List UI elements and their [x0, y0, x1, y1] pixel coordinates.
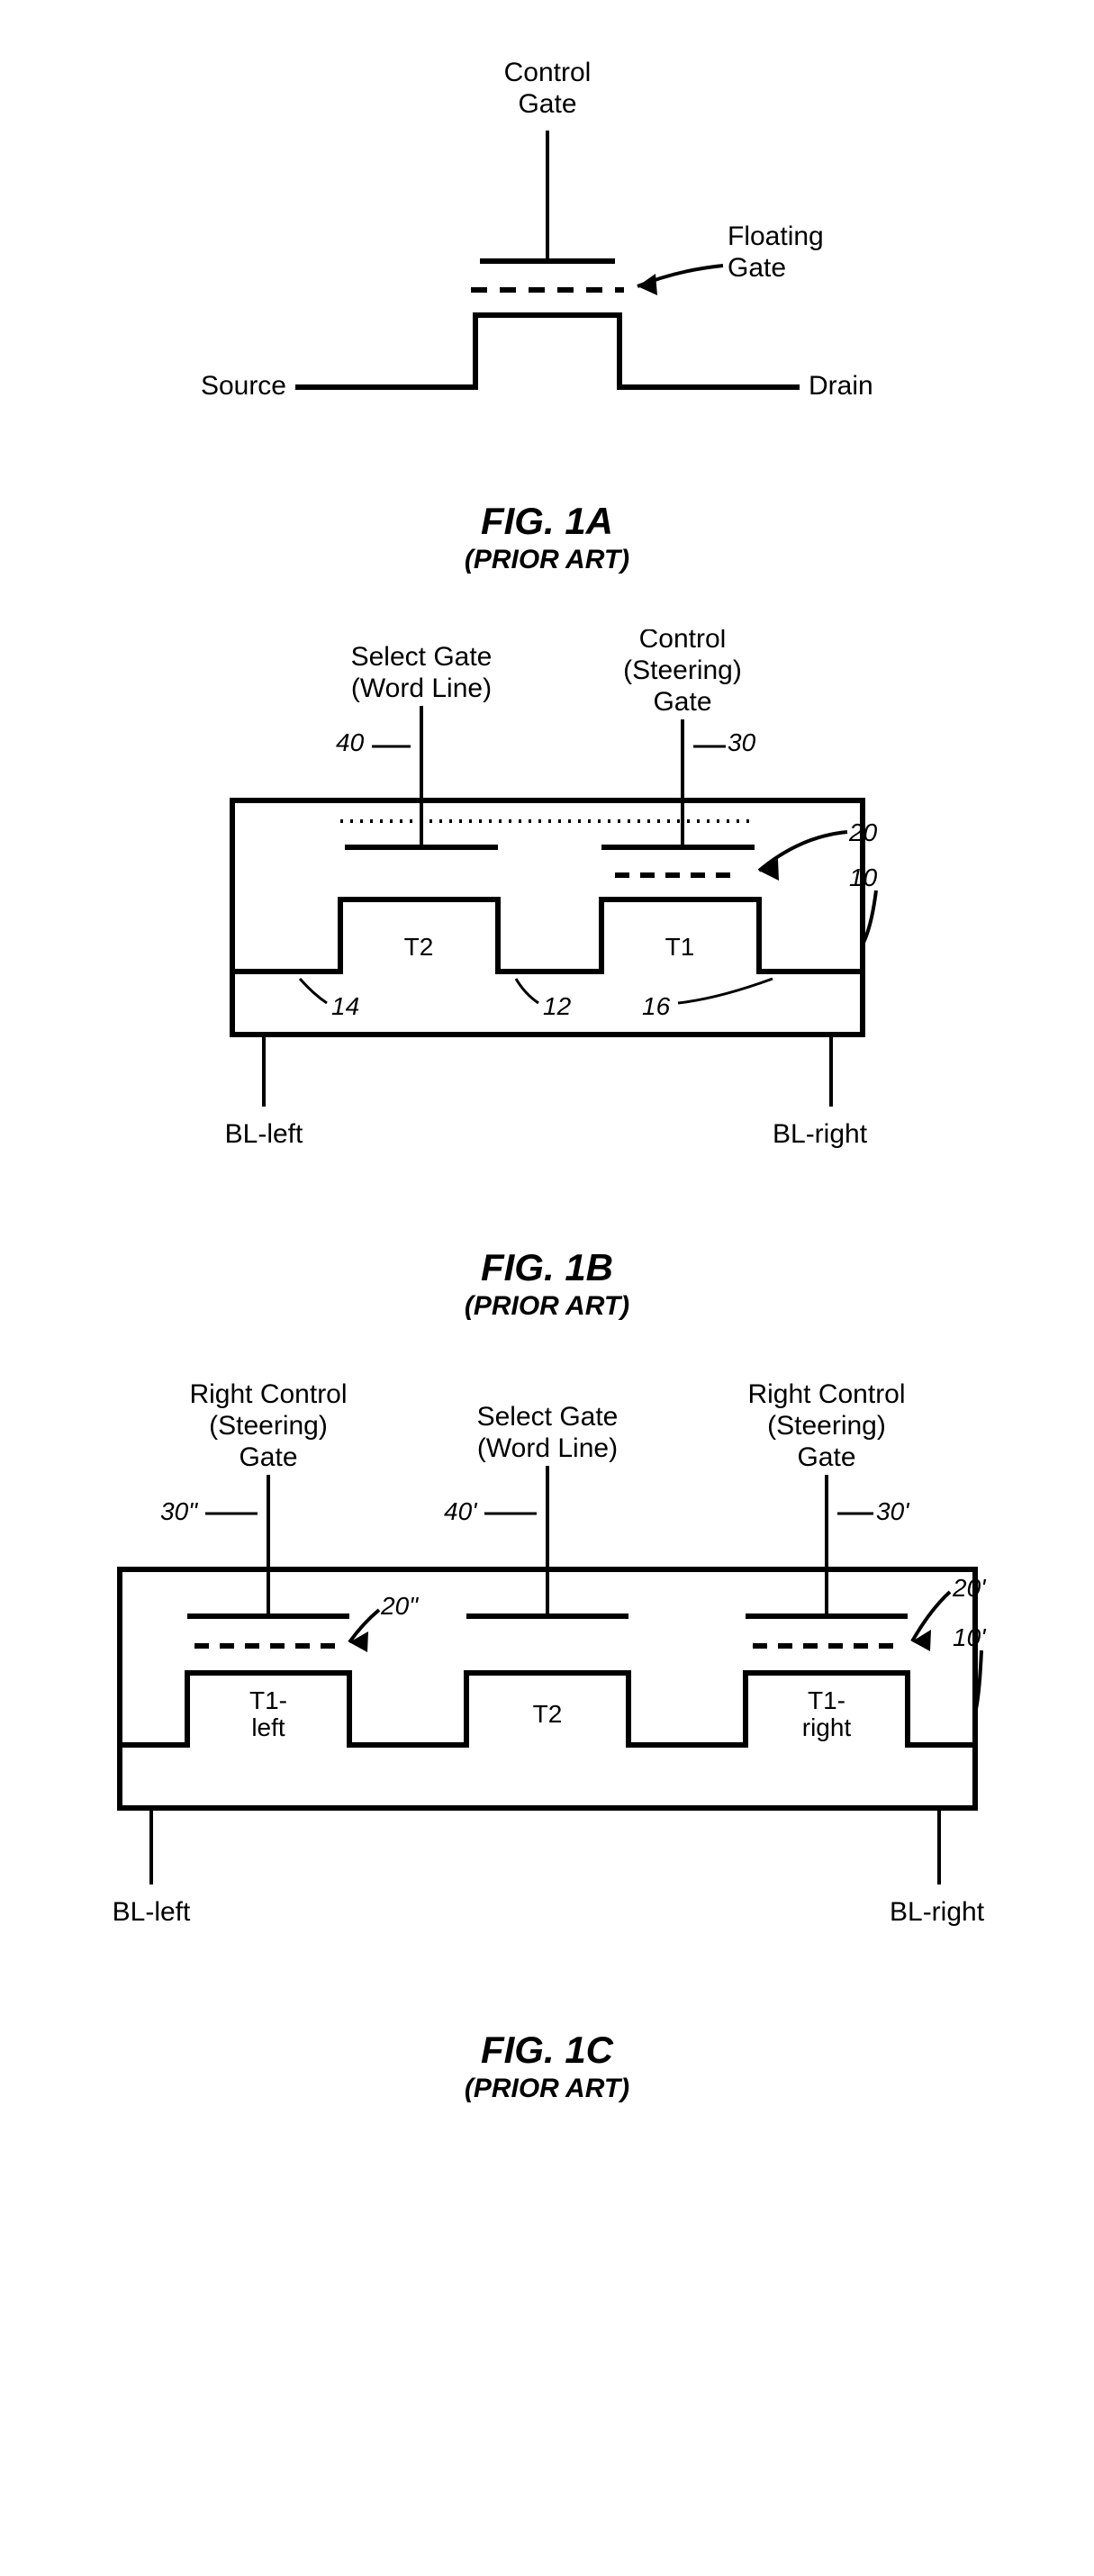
lbl-lc3: Gate — [239, 1442, 297, 1472]
num-14: 14 — [331, 992, 359, 1020]
lbl-cg3: Gate — [653, 687, 711, 717]
num-30d: 30' — [876, 1497, 910, 1525]
label-floating-gate-2: Gate — [728, 253, 786, 283]
lbl-t2c: T2 — [532, 1700, 562, 1728]
lbl-t1r1: T1- — [808, 1686, 845, 1714]
num-12: 12 — [543, 992, 572, 1020]
subcaption-1c: (PRIOR ART) — [70, 2074, 1025, 2104]
lbl-sg2: (Word Line) — [476, 1433, 617, 1463]
fig1b-svg: Select Gate (Word Line) Control (Steerin… — [142, 629, 953, 1224]
caption-1b: FIG. 1B — [142, 1246, 953, 1289]
num-30dd: 30" — [160, 1497, 198, 1525]
lead-14 — [300, 979, 327, 1003]
lbl-selgate1: Select Gate — [350, 642, 492, 672]
channel-b — [232, 899, 863, 972]
label-control-gate-1: Control — [503, 58, 591, 87]
lbl-blright-c: BL-right — [890, 1897, 985, 1927]
arrow20d-head — [912, 1630, 931, 1651]
lbl-rc1: Right Control — [747, 1379, 905, 1409]
num-40d: 40' — [444, 1497, 478, 1525]
fig1a-svg: Control Gate Floating Gate Source Drain — [178, 45, 917, 477]
label-control-gate-2: Gate — [518, 89, 576, 119]
lbl-blleft-c: BL-left — [112, 1897, 190, 1927]
caption-1a: FIG. 1A — [178, 500, 917, 543]
lbl-selgate2: (Word Line) — [350, 673, 491, 703]
num-20dd: 20" — [380, 1592, 419, 1620]
arrow20dd-head — [349, 1631, 368, 1652]
subcaption-1a: (PRIOR ART) — [178, 545, 917, 575]
num-20: 20 — [848, 818, 878, 846]
lead-12 — [516, 979, 538, 1003]
lbl-t1l1: T1- — [249, 1686, 287, 1714]
label-floating-gate-1: Floating — [728, 221, 824, 251]
lbl-t1r2: right — [801, 1713, 851, 1741]
label-source: Source — [200, 371, 285, 401]
lbl-sg1: Select Gate — [476, 1402, 618, 1432]
figure-1a: Control Gate Floating Gate Source Drain … — [178, 45, 917, 575]
channel-path — [295, 315, 800, 387]
fig1c-svg: Right Control (Steering) Gate Select Gat… — [70, 1376, 1025, 2006]
figure-1b: Select Gate (Word Line) Control (Steerin… — [142, 629, 953, 1322]
num-20d: 20' — [952, 1574, 987, 1602]
num-10: 10 — [849, 863, 878, 891]
fg-arrow-head — [637, 274, 657, 295]
num-40: 40 — [336, 728, 365, 756]
subcaption-1b: (PRIOR ART) — [142, 1291, 953, 1322]
arrow20d-curve — [912, 1592, 950, 1641]
caption-1c: FIG. 1C — [70, 2029, 1025, 2072]
lbl-rc3: Gate — [797, 1442, 855, 1472]
lbl-bl-right: BL-right — [773, 1119, 868, 1149]
lbl-lc2: (Steering) — [209, 1411, 328, 1441]
lbl-t1l2: left — [251, 1713, 285, 1741]
lbl-lc1: Right Control — [189, 1379, 347, 1409]
lbl-bl-left: BL-left — [224, 1119, 303, 1149]
lbl-rc2: (Steering) — [767, 1411, 886, 1441]
figure-1c: Right Control (Steering) Gate Select Gat… — [70, 1376, 1025, 2104]
label-drain: Drain — [809, 371, 873, 401]
num-30: 30 — [728, 728, 756, 756]
lbl-cg1: Control — [638, 629, 726, 654]
lbl-t2: T2 — [403, 933, 433, 961]
lead-16 — [678, 979, 773, 1003]
lbl-cg2: (Steering) — [623, 655, 742, 685]
num-16: 16 — [642, 992, 671, 1020]
num-10d: 10' — [953, 1623, 987, 1651]
lbl-t1: T1 — [665, 933, 694, 961]
